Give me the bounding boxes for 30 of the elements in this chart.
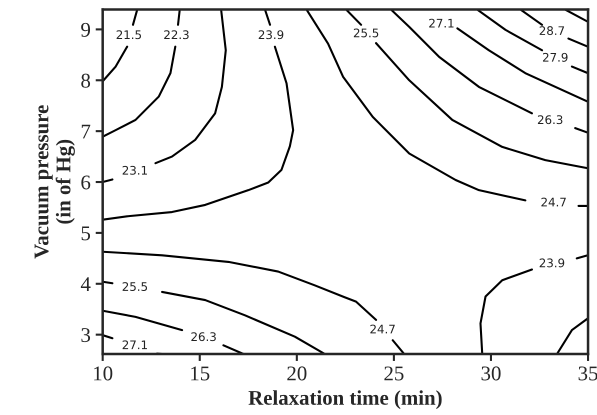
series-label: 23.9 (540, 258, 564, 268)
series-label: 24.7 (541, 198, 566, 206)
y-tick-label: 7 (82, 124, 90, 138)
y-tick-label: 5 (82, 226, 90, 240)
series-label: 23.9 (258, 30, 284, 40)
series-label: 27.9 (542, 52, 568, 62)
series-label: 28.7 (540, 26, 564, 36)
y-axis-title: Vacuum pressure (in of Hg) (34, 105, 75, 259)
y-tick-label: 6 (81, 175, 90, 190)
series-label: 27.1 (429, 18, 454, 28)
series-label: 26.3 (538, 115, 562, 124)
series-label: 23.1 (122, 166, 147, 175)
y-tick-label: 8 (81, 74, 90, 88)
x-axis-title: Relaxation time (min) (248, 390, 442, 410)
x-tick-label: 20 (287, 366, 306, 380)
series-label: 27.1 (122, 340, 147, 350)
line-series (456, 27, 588, 103)
x-tick-label: 30 (482, 366, 501, 380)
series-label: 22.3 (164, 30, 189, 40)
series-label: 25.5 (122, 282, 148, 292)
series-label: 25.5 (354, 28, 378, 38)
x-tick-label: 25 (384, 366, 404, 380)
y-tick-label: 9 (81, 22, 90, 37)
series-label: 24.7 (370, 324, 395, 334)
x-tick-label: 15 (191, 366, 210, 380)
series-label: 21.5 (116, 30, 142, 40)
y-tick-label: 3 (81, 328, 90, 342)
x-tick-label: 10 (94, 366, 112, 380)
series-label: 26.3 (191, 332, 216, 342)
y-tick-label: 4 (80, 277, 91, 292)
